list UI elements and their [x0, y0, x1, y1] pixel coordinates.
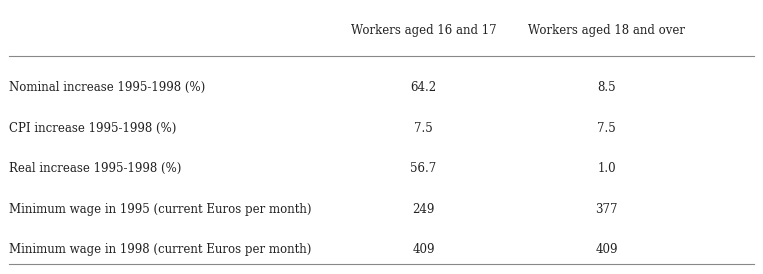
- Text: Workers aged 16 and 17: Workers aged 16 and 17: [351, 24, 496, 37]
- Text: Real increase 1995-1998 (%): Real increase 1995-1998 (%): [9, 162, 182, 175]
- Text: Nominal increase 1995-1998 (%): Nominal increase 1995-1998 (%): [9, 81, 205, 94]
- Text: 409: 409: [595, 243, 618, 256]
- Text: 249: 249: [412, 203, 435, 216]
- Text: Minimum wage in 1995 (current Euros per month): Minimum wage in 1995 (current Euros per …: [9, 203, 311, 216]
- Text: CPI increase 1995-1998 (%): CPI increase 1995-1998 (%): [9, 122, 176, 135]
- Text: Minimum wage in 1998 (current Euros per month): Minimum wage in 1998 (current Euros per …: [9, 243, 311, 256]
- Text: 1.0: 1.0: [597, 162, 616, 175]
- Text: 409: 409: [412, 243, 435, 256]
- Text: 7.5: 7.5: [597, 122, 616, 135]
- Text: 7.5: 7.5: [414, 122, 433, 135]
- Text: Workers aged 18 and over: Workers aged 18 and over: [528, 24, 685, 37]
- Text: 64.2: 64.2: [410, 81, 436, 94]
- Text: 377: 377: [595, 203, 618, 216]
- Text: 8.5: 8.5: [597, 81, 616, 94]
- Text: 56.7: 56.7: [410, 162, 436, 175]
